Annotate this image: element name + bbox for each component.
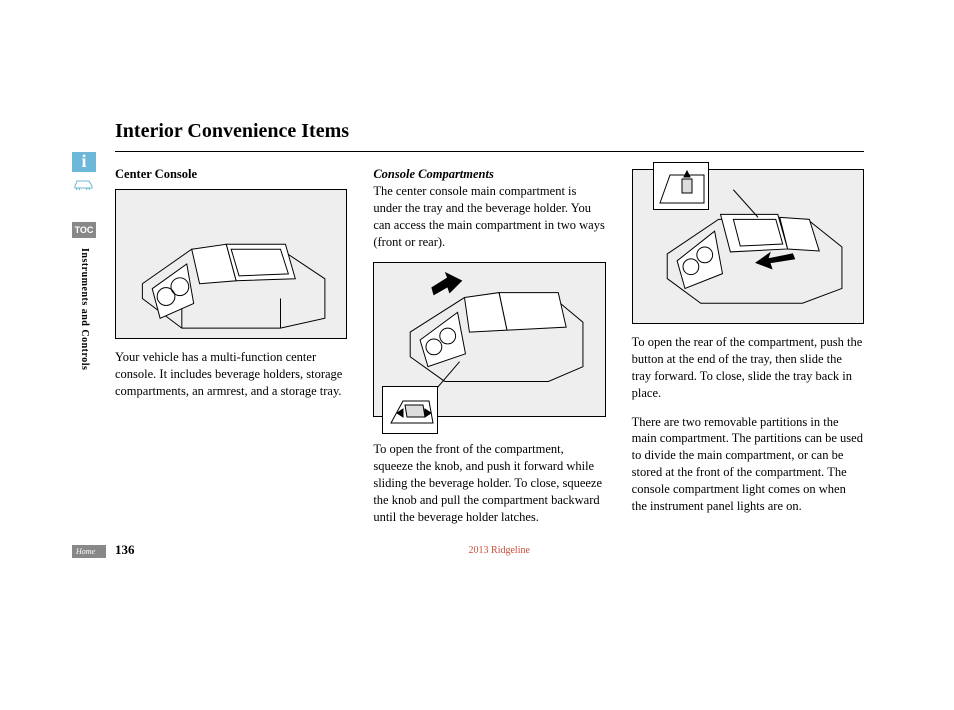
footer: 136 2013 Ridgeline: [115, 542, 864, 558]
page-title: Interior Convenience Items: [115, 120, 864, 143]
col2-heading: Console Compartments: [373, 167, 494, 181]
diagram-center-console: [115, 189, 347, 339]
col3-para1: To open the rear of the compartment, pus…: [632, 334, 864, 402]
column-3: To open the rear of the compartment, pus…: [632, 166, 864, 538]
doc-title: 2013 Ridgeline: [469, 545, 530, 556]
col1-para1: Your vehicle has a multi-function center…: [115, 349, 347, 400]
col2-para1: The center console main compartment is u…: [373, 183, 605, 251]
diagram-front-open: [373, 262, 605, 417]
page-number: 136: [115, 542, 135, 558]
title-rule: [115, 151, 864, 152]
column-1: Center Console Your vehicle has a mu: [115, 166, 347, 538]
col2-para2: To open the front of the compartment, sq…: [373, 441, 605, 525]
col3-para2: There are two removable partitions in th…: [632, 414, 864, 515]
column-2: Console Compartments The center console …: [373, 166, 605, 538]
diagram-inset-button: [653, 162, 709, 210]
diagram-rear-open: [632, 169, 864, 324]
diagram-inset-knob: [382, 386, 438, 434]
col1-heading: Center Console: [115, 166, 347, 183]
